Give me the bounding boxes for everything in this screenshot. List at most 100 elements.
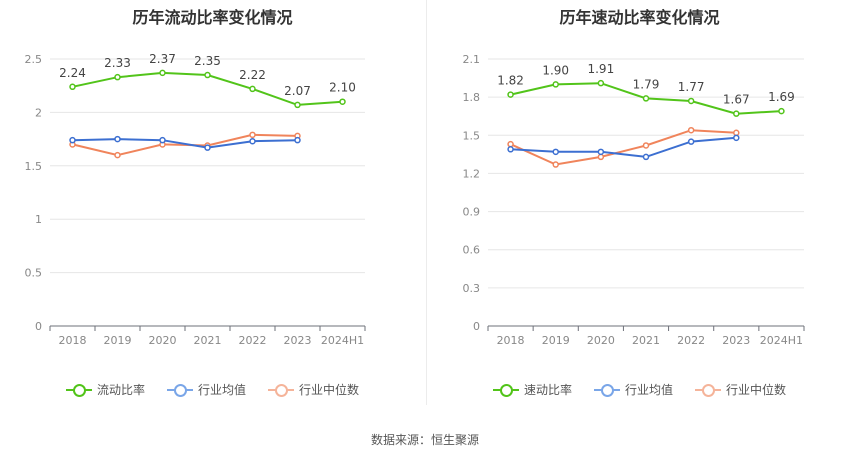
legend-marker-icon xyxy=(492,383,519,397)
legend-label: 行业均值 xyxy=(197,383,246,397)
data-point xyxy=(69,136,76,144)
series-line xyxy=(72,138,298,149)
data-point xyxy=(642,153,650,161)
data-point xyxy=(552,81,559,88)
chart-title: 历年流动比率变化情况 xyxy=(132,8,293,27)
data-point xyxy=(204,144,211,151)
x-tick-label: 2022 xyxy=(677,334,705,347)
legend-item-industry-median[interactable]: 行业中位数 xyxy=(268,381,359,398)
data-point xyxy=(733,134,740,142)
y-tick-label: 0 xyxy=(35,320,42,333)
data-point xyxy=(249,85,256,93)
current-ratio-plot: 0 0.5 1 1.5 2 2.5 2018 2019 2020 2021 2022 2023 2024… xyxy=(25,52,366,347)
legend-label: 行业中位数 xyxy=(726,383,787,397)
x-tick-label: 2024H1 xyxy=(321,334,364,347)
x-tick-label: 2021 xyxy=(194,334,222,347)
data-label: 2.33 xyxy=(104,56,131,70)
data-point xyxy=(507,146,514,153)
legend-marker-icon xyxy=(593,383,620,397)
data-point xyxy=(69,83,76,91)
quick-ratio-chart: 历年速动比率变化情况 0 0.3 0.6 0.9 1.2 1.5 1.8 2.1 2018 201… xyxy=(427,0,850,400)
data-point xyxy=(642,95,650,102)
data-point xyxy=(597,153,605,161)
data-label: 1.67 xyxy=(723,93,750,107)
data-label: 1.69 xyxy=(768,90,795,104)
x-tick-label: 2023 xyxy=(722,334,750,347)
data-label: 1.77 xyxy=(678,80,705,94)
y-tick-label: 0.5 xyxy=(25,267,43,280)
data-point xyxy=(687,97,695,105)
y-tick-label: 2.5 xyxy=(25,53,43,66)
y-tick-label: 1.5 xyxy=(25,160,43,173)
y-tick-label: 0.9 xyxy=(463,206,481,219)
data-point xyxy=(507,91,514,98)
data-label: 1.82 xyxy=(497,74,524,88)
data-label: 1.91 xyxy=(587,62,614,76)
y-tick-label: 0 xyxy=(473,320,480,333)
x-tick-label: 2022 xyxy=(239,334,267,347)
series-line xyxy=(510,129,737,166)
data-point xyxy=(249,131,256,139)
data-point xyxy=(249,137,256,145)
legend-marker-icon xyxy=(695,383,721,397)
legend-item-industry-mean[interactable]: 行业均值 xyxy=(166,381,246,398)
legend-label: 流动比率 xyxy=(96,383,145,397)
x-tick-label: 2019 xyxy=(104,334,132,347)
legend-label: 行业中位数 xyxy=(299,383,360,397)
data-point xyxy=(778,107,785,115)
y-tick-label: 2.1 xyxy=(463,53,481,66)
data-point xyxy=(294,101,301,109)
y-tick-label: 1 xyxy=(35,213,42,226)
data-point xyxy=(733,129,740,136)
legend-item-industry-median[interactable]: 行业中位数 xyxy=(695,381,786,398)
data-point xyxy=(687,126,695,134)
series-line xyxy=(72,133,298,157)
data-label: 2.37 xyxy=(149,52,176,66)
data-label: 2.07 xyxy=(284,84,311,98)
y-tick-label: 0.6 xyxy=(463,244,481,257)
panel-divider xyxy=(426,0,427,405)
data-point xyxy=(114,73,121,81)
y-tick-label: 1.8 xyxy=(463,91,481,104)
x-tick-label: 2024H1 xyxy=(760,334,803,347)
chart-legend: 流动比率 行业均值 行业中位数 xyxy=(0,381,425,398)
data-point xyxy=(339,98,346,105)
legend-marker-icon xyxy=(65,383,92,397)
data-point xyxy=(294,136,301,144)
legend-item-current-ratio[interactable]: 流动比率 xyxy=(65,381,145,398)
x-tick-label: 2018 xyxy=(59,334,87,347)
x-tick-label: 2019 xyxy=(542,334,570,347)
data-label: 2.10 xyxy=(329,81,356,95)
data-point xyxy=(114,151,121,159)
legend-label: 行业均值 xyxy=(624,383,673,397)
y-tick-label: 1.5 xyxy=(463,129,481,142)
x-tick-label: 2023 xyxy=(284,334,312,347)
chart-title: 历年速动比率变化情况 xyxy=(559,8,720,27)
data-label: 1.90 xyxy=(542,63,569,77)
y-tick-label: 2 xyxy=(35,106,42,119)
data-label: 2.24 xyxy=(59,66,86,80)
data-point xyxy=(733,110,740,117)
x-tick-label: 2018 xyxy=(497,334,525,347)
data-point xyxy=(159,69,166,77)
data-label: 1.79 xyxy=(633,77,660,91)
data-point xyxy=(687,138,695,145)
data-point xyxy=(597,79,605,87)
data-point xyxy=(597,148,605,156)
legend-item-quick-ratio[interactable]: 速动比率 xyxy=(492,381,572,398)
x-tick-label: 2020 xyxy=(587,334,615,347)
legend-marker-icon xyxy=(268,383,294,397)
data-label: 2.22 xyxy=(239,68,266,82)
data-point xyxy=(552,148,559,156)
chart-legend: 速动比率 行业均值 行业中位数 xyxy=(427,381,850,398)
legend-marker-icon xyxy=(166,383,193,397)
legend-item-industry-mean[interactable]: 行业均值 xyxy=(593,381,673,398)
y-tick-label: 0.3 xyxy=(463,282,481,295)
y-tick-label: 1.2 xyxy=(463,167,481,180)
series-line xyxy=(510,136,737,158)
data-point xyxy=(552,161,559,168)
quick-ratio-plot: 0 0.3 0.6 0.9 1.2 1.5 1.8 2.1 2018 2019 2020 2021 20… xyxy=(463,53,805,347)
data-point xyxy=(204,71,211,79)
x-tick-label: 2021 xyxy=(632,334,660,347)
data-source-note: 数据来源：恒生聚源 xyxy=(370,433,479,447)
